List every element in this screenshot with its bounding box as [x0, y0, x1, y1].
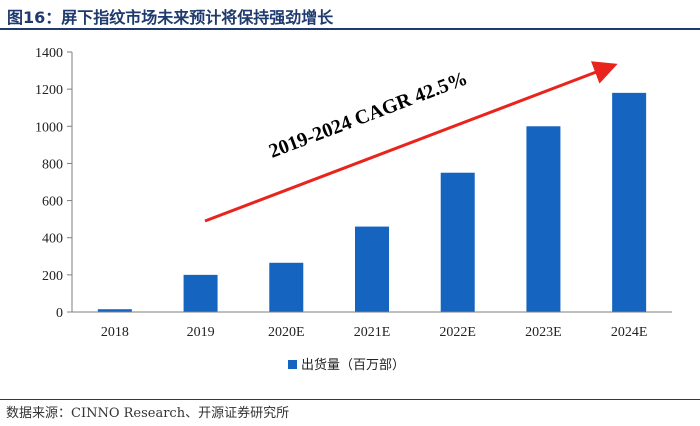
source-note: 数据来源：CINNO Research、开源证券研究所 — [6, 406, 290, 421]
bar — [97, 309, 132, 312]
x-tick-label: 2021E — [354, 325, 391, 340]
y-tick-label: 800 — [42, 157, 63, 172]
bar — [355, 226, 389, 312]
y-tick-label: 200 — [42, 269, 63, 284]
y-tick-label: 400 — [42, 232, 63, 247]
y-axis: 0 200 400 600 800 1000 1200 1400 — [35, 46, 73, 321]
y-tick-label: 1000 — [35, 120, 63, 135]
bar — [269, 262, 304, 312]
bar — [526, 126, 561, 313]
y-tick-label: 1400 — [35, 46, 63, 61]
source-rule — [0, 399, 700, 400]
cagr-arrow — [204, 61, 618, 223]
x-axis: 2018 2019 2020E 2021E 2022E 2023E 2024E — [72, 311, 672, 340]
x-tick-label: 2020E — [268, 325, 305, 340]
cagr-label: 2019-2024 CAGR 42.5% — [266, 67, 471, 162]
x-tick-label: 2022E — [439, 325, 476, 340]
x-tick-label: 2023E — [525, 325, 562, 340]
legend-swatch — [288, 360, 297, 369]
x-tick-label: 2019 — [187, 325, 215, 340]
y-tick-label: 0 — [56, 306, 63, 321]
title-rule — [0, 28, 700, 30]
legend: 出货量（百万部） — [288, 357, 405, 373]
bars — [97, 92, 647, 313]
figure-title: 图16：屏下指纹市场未来预计将保持强劲增长 — [7, 8, 334, 27]
x-tick-label: 2018 — [101, 325, 129, 340]
bar — [440, 172, 475, 312]
y-tick-label: 600 — [42, 195, 63, 210]
y-tick-label: 1200 — [35, 83, 63, 98]
x-tick-label: 2024E — [611, 325, 648, 340]
legend-label: 出货量（百万部） — [301, 357, 405, 373]
bar — [612, 92, 647, 312]
bar — [183, 274, 218, 312]
